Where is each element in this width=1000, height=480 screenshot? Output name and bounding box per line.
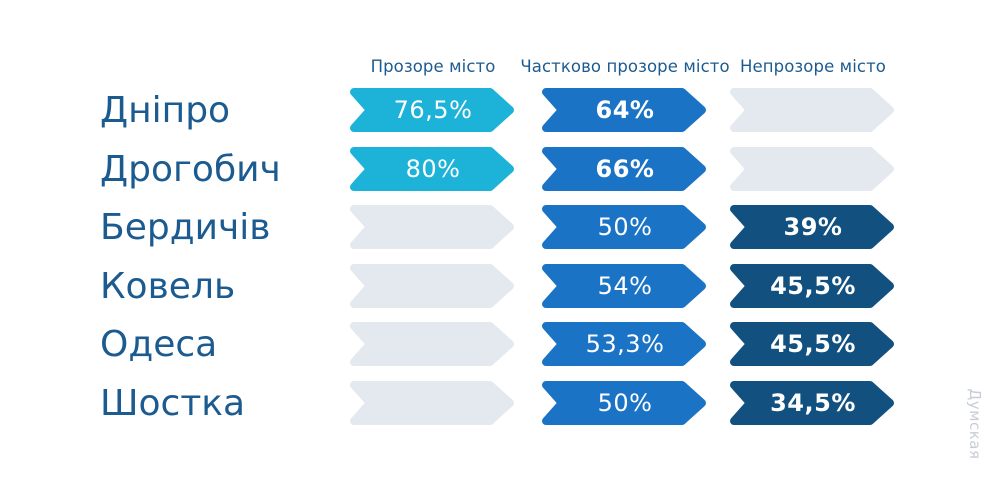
bar-row1-col3 [728, 88, 898, 132]
ribbon-arrow-shape [730, 88, 894, 132]
bar-row5-col1 [348, 322, 518, 367]
bar-value: 50% [597, 213, 653, 242]
bar-row4-col3: 45,5% [728, 263, 898, 308]
bar-value: 39% [783, 213, 843, 242]
bar-value: 54% [597, 271, 653, 300]
bar-row2-col1: 80% [348, 146, 518, 191]
bar-row6-col3: 34,5% [728, 381, 898, 425]
bar-row4-col1 [348, 263, 518, 308]
ribbon-arrow-shape [730, 205, 894, 250]
bar-row6-col1 [348, 381, 518, 425]
ribbon-arrow-shape [350, 88, 514, 132]
ribbon-arrow-shape [542, 263, 706, 308]
ribbon-arrow-shape [730, 263, 894, 308]
ribbon-arrow-shape [542, 146, 706, 191]
bar-row1-col2: 64% [540, 88, 710, 132]
bar-row3-col2: 50% [540, 205, 710, 250]
bar-row4-col2: 54% [540, 263, 710, 308]
city-label-3: Бердичів [100, 207, 271, 249]
city-label-6: Шостка [100, 383, 246, 424]
ribbon-arrow-shape [730, 381, 894, 425]
bar-value: 76,5% [393, 96, 473, 124]
city-label-1: Дніпро [100, 90, 231, 131]
ribbon-arrow-shape [350, 205, 514, 250]
ribbon-arrow-shape [542, 205, 706, 250]
bar-value: 45,5% [770, 330, 856, 359]
bar-row1-col1: 76,5% [348, 88, 518, 132]
ribbon-arrow-shape [542, 88, 706, 132]
bar-value: 53,3% [585, 330, 665, 359]
bar-row3-col1 [348, 205, 518, 250]
ribbon-arrow-shape [730, 146, 894, 191]
bar-value: 34,5% [770, 389, 856, 417]
bar-row2-col3 [728, 146, 898, 191]
bar-value: 50% [597, 389, 653, 417]
bar-value: 80% [405, 154, 461, 183]
bar-row6-col2: 50% [540, 381, 710, 425]
city-label-5: Одеса [100, 324, 218, 366]
ribbon-arrow-shape [730, 322, 894, 367]
bar-row5-col3: 45,5% [728, 322, 898, 367]
bar-value: 45,5% [770, 271, 856, 300]
bar-row2-col2: 66% [540, 146, 710, 191]
ribbon-arrow-shape [350, 381, 514, 425]
bar-row3-col3: 39% [728, 205, 898, 250]
ribbon-arrow-shape [350, 263, 514, 308]
bar-value: 64% [595, 96, 655, 124]
column-header-transparent-city: Прозоре місто [370, 57, 496, 76]
ribbon-arrow-shape [542, 381, 706, 425]
ribbon-arrow-shape [350, 146, 514, 191]
bar-row5-col2: 53,3% [540, 322, 710, 367]
city-label-2: Дрогобич [100, 148, 281, 190]
ribbon-arrow-shape [350, 322, 514, 367]
city-label-4: Ковель [100, 265, 236, 307]
column-header-partially-transparent-city: Частково прозоре місто [520, 57, 730, 76]
ribbon-arrow-shape [542, 322, 706, 367]
column-header-non-transparent-city: Непрозоре місто [740, 57, 886, 76]
watermark-dumskaya: Думская [966, 388, 984, 460]
bar-value: 66% [595, 154, 655, 183]
